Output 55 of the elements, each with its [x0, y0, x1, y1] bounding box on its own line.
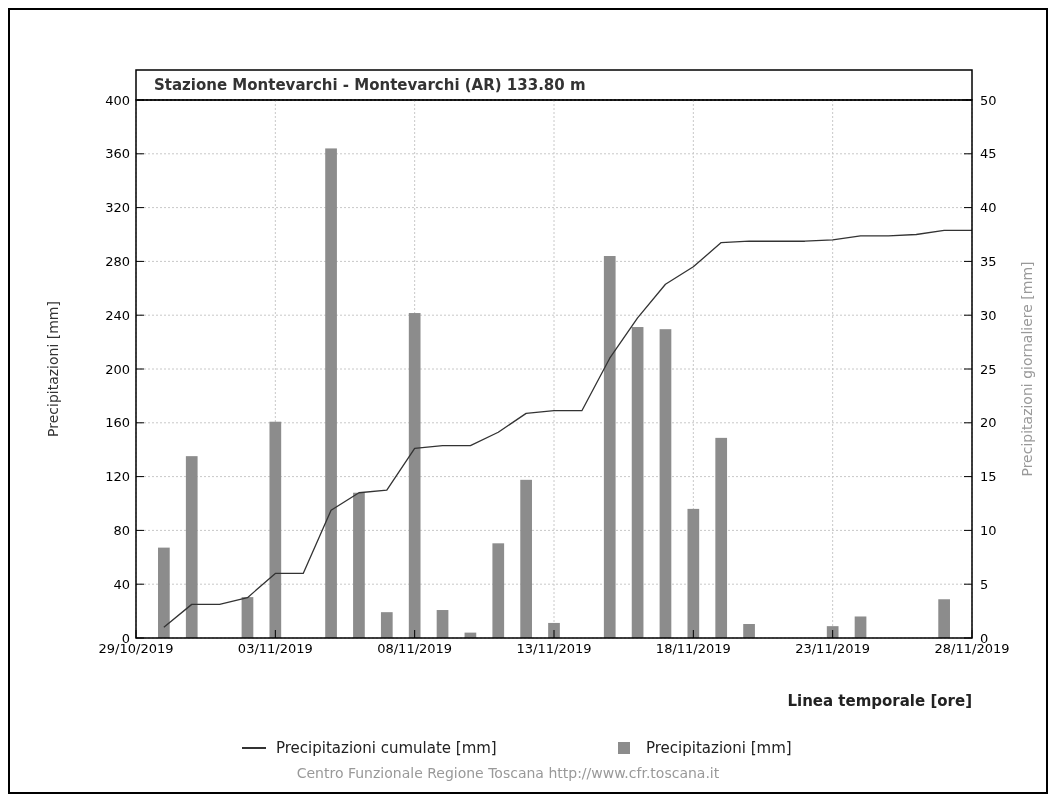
bar	[158, 547, 170, 638]
bar	[715, 437, 728, 638]
y-tick-label: 400	[105, 92, 130, 108]
bar	[325, 148, 337, 638]
y2-tick-label: 30	[980, 307, 997, 323]
y2-tick-label: 5	[980, 576, 989, 592]
legend-label: Precipitazioni [mm]	[646, 739, 792, 758]
y2-tick-label: 15	[980, 469, 997, 485]
bar	[826, 626, 839, 638]
y-axis-title: Precipitazioni [mm]	[45, 301, 61, 437]
bar	[380, 612, 393, 638]
text: Centro Funzionale Regione Toscana http://www.cfr.toscana.it	[296, 765, 720, 781]
y-tick-label: 320	[105, 200, 130, 216]
y2-tick-label: 10	[980, 522, 997, 538]
bar	[938, 599, 950, 638]
bar	[269, 421, 282, 638]
bar	[436, 610, 449, 638]
y2-tick-label: 50	[980, 92, 997, 108]
bar	[520, 479, 532, 638]
bar	[854, 616, 867, 638]
bar	[353, 492, 365, 638]
bar	[631, 327, 644, 638]
y2-axis-title: Precipitazioni giornaliere [mm]	[1019, 261, 1035, 477]
x-tick-label: 03/11/2019	[237, 641, 313, 656]
y2-tick-label: 40	[980, 200, 997, 216]
x-tick-label: 23/11/2019	[795, 641, 871, 656]
y2-tick-label: 35	[980, 253, 997, 269]
y2-tick-label: 25	[980, 361, 997, 377]
x-tick-label: 28/11/2019	[934, 641, 1010, 656]
y2-tick-label: 20	[980, 415, 997, 431]
bar	[743, 624, 755, 638]
bar	[659, 329, 672, 638]
x-axis-title: Linea temporale [ore]	[787, 692, 972, 710]
line-series	[163, 229, 973, 628]
y-tick-label: 160	[105, 415, 130, 431]
bar	[687, 508, 700, 638]
bar	[492, 543, 505, 638]
x-tick-label: 08/11/2019	[377, 641, 453, 656]
y-tick-label: 120	[105, 469, 130, 485]
x-tick-label: 29/10/2019	[98, 641, 174, 656]
x-tick-label: 13/11/2019	[516, 641, 592, 656]
y-tick-label: 200	[105, 361, 130, 377]
bar	[603, 256, 616, 638]
chart-title: Stazione Montevarchi - Montevarchi (AR) 133.80 m	[154, 76, 586, 94]
y-tick-label: 80	[113, 522, 130, 538]
x-tick-label: 18/11/2019	[655, 641, 731, 656]
y-tick-label: 280	[105, 253, 130, 269]
y-tick-label: 360	[105, 146, 130, 162]
legend-label: Precipitazioni cumulate [mm]	[276, 739, 497, 758]
bar	[241, 597, 254, 638]
y2-tick-label: 45	[980, 146, 997, 162]
y-tick-label: 40	[113, 576, 130, 592]
bar	[185, 456, 198, 638]
bar	[408, 313, 421, 638]
y-tick-label: 240	[105, 307, 130, 323]
